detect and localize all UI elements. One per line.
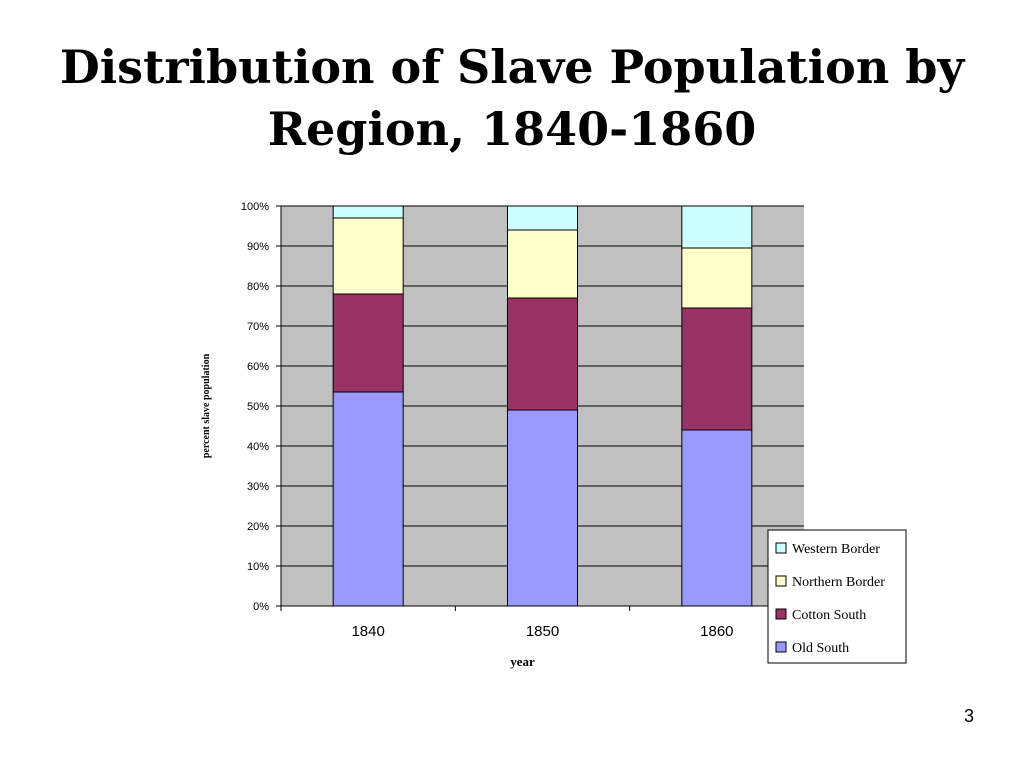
x-axis-title: year — [510, 654, 535, 669]
y-tick-label: 90% — [247, 241, 269, 253]
slide-title-line-1: Distribution of Slave Population by — [59, 40, 965, 94]
y-tick-label: 100% — [241, 201, 269, 213]
y-tick-label: 70% — [247, 321, 269, 333]
y-tick-label: 60% — [247, 361, 269, 373]
bar-1840-old-south — [332, 391, 404, 607]
y-tick-label: 20% — [247, 521, 269, 533]
legend-label: Northern Border — [792, 575, 885, 590]
bar-1840-northern-border — [332, 217, 404, 295]
bar-1860-northern-border — [681, 247, 753, 309]
legend-swatch-northern-border — [775, 575, 787, 587]
legend-label: Cotton South — [792, 608, 866, 623]
legend-swatch-old-south — [775, 641, 787, 653]
legend-swatch-cotton-south — [775, 608, 787, 620]
bar-1840-cotton-south — [332, 293, 404, 393]
y-tick-label: 30% — [247, 481, 269, 493]
bar-1850-old-south — [507, 409, 578, 607]
bar-1850-western-border — [507, 205, 578, 231]
slide-title-line-2: Region, 1840-1860 — [267, 102, 757, 156]
legend-label: Western Border — [792, 542, 880, 557]
bar-1850-northern-border — [507, 229, 578, 299]
bar-1860-cotton-south — [681, 307, 753, 431]
y-axis-title: percent slave population — [201, 353, 212, 458]
bar-1860-old-south — [681, 429, 753, 607]
slide-title: Distribution of Slave Population by Regi… — [0, 36, 1024, 160]
x-tick-label: 1850 — [526, 623, 559, 640]
y-tick-label: 10% — [247, 561, 269, 573]
bar-1860-western-border — [681, 205, 753, 249]
page-number: 3 — [963, 706, 974, 726]
legend-swatch-western-border — [775, 542, 787, 554]
x-tick-label: 1840 — [351, 623, 384, 640]
legend-label: Old South — [792, 641, 849, 656]
y-tick-label: 50% — [247, 401, 269, 413]
y-tick-label: 80% — [247, 281, 269, 293]
y-tick-label: 0% — [253, 601, 269, 613]
y-tick-label: 40% — [247, 441, 269, 453]
legend-box — [767, 529, 907, 664]
bar-1840-western-border — [332, 205, 404, 219]
bar-1850-cotton-south — [507, 297, 578, 411]
x-tick-label: 1860 — [700, 623, 733, 640]
